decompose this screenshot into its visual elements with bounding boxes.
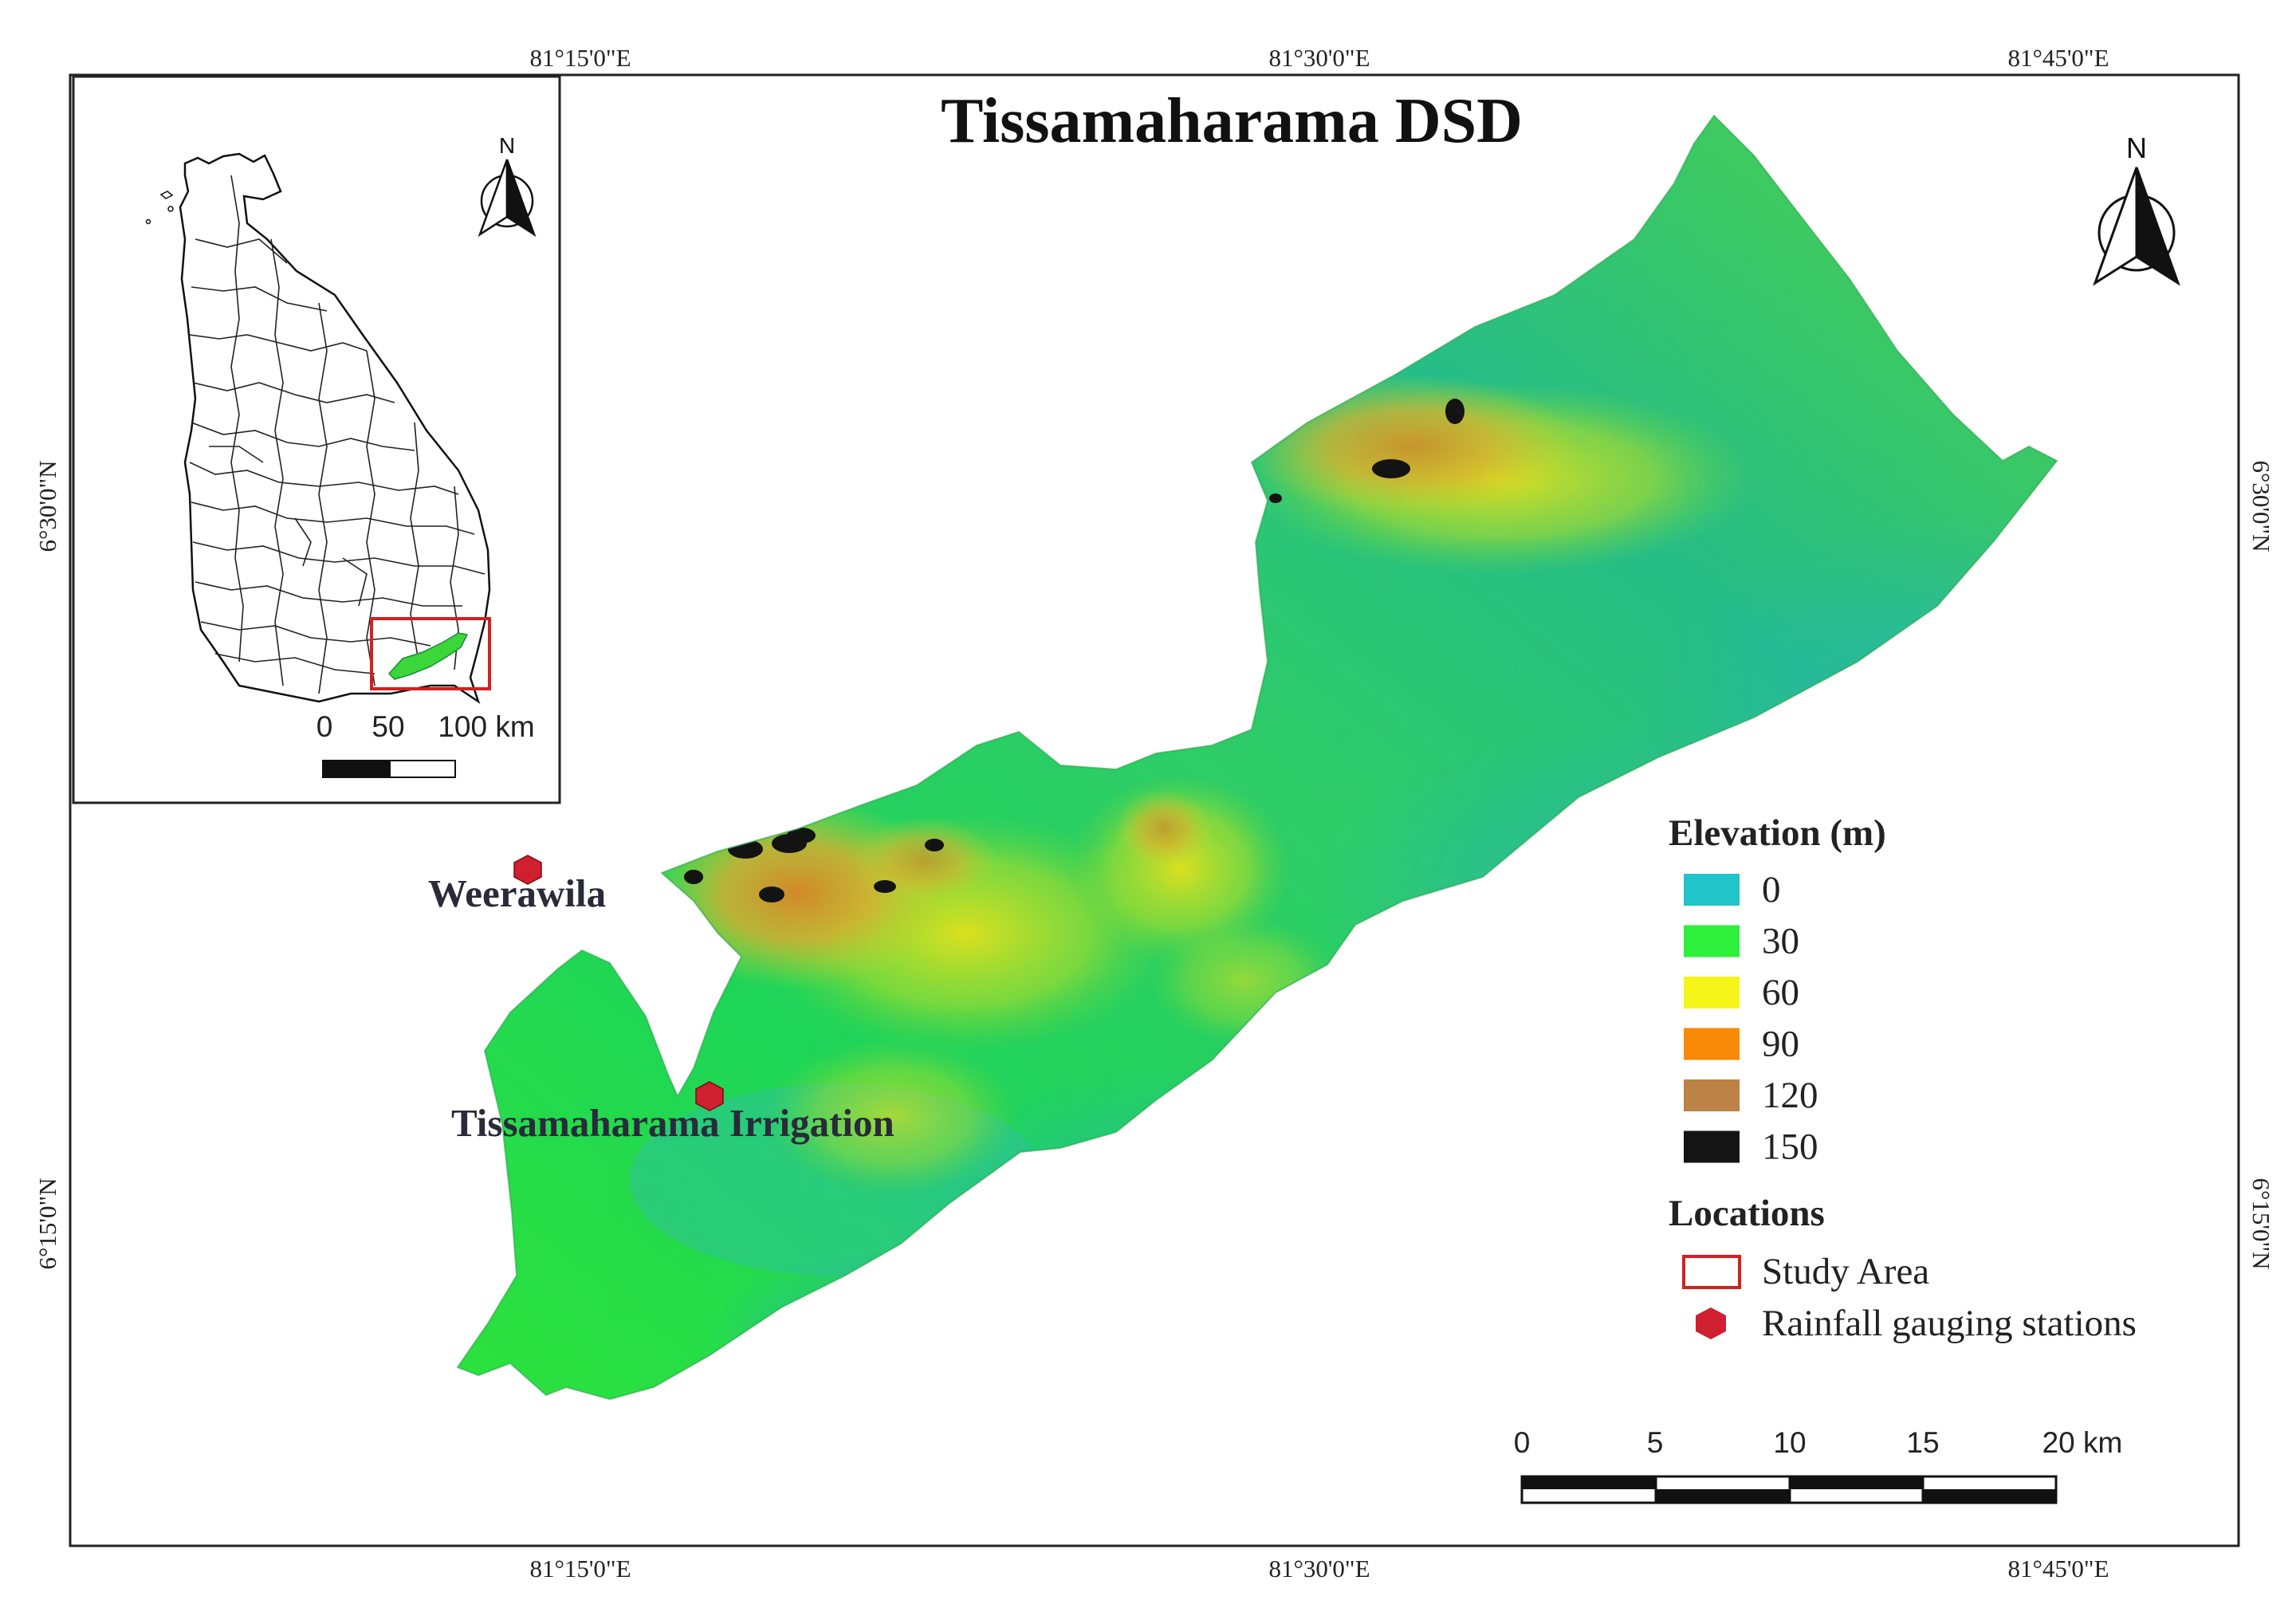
lon-label-top-2: 81°30'0"E [1268,44,1370,72]
elevation-label-0: 0 [1762,869,1781,910]
elevation-swatch-120 [1684,1079,1740,1111]
legend-locations-title: Locations [1669,1193,1825,1234]
legend-study-area-label: Study Area [1762,1251,1929,1292]
elevation-swatches: 0 30 60 90 120 150 [1684,869,1818,1168]
inset-study-area-shape [387,632,469,680]
lat-label-left-2: 6°15'0"N [33,1178,61,1269]
station-label-tissamaharama-irrigation: Tissamaharama Irrigation [451,1101,894,1145]
scale-label-5: 5 [1647,1426,1664,1459]
elevation-label-60: 60 [1762,972,1799,1013]
lon-label-bottom-2: 81°30'0"E [1268,1555,1370,1583]
elevation-class-60: 60 [1684,972,1799,1013]
graticule-bottom: 81°15'0"E 81°30'0"E 81°45'0"E [529,1555,2109,1583]
elevation-swatch-150 [1684,1130,1740,1163]
graticule-top: 81°15'0"E 81°30'0"E 81°45'0"E [529,44,2109,72]
inset-north-arrow-icon: N [478,133,537,238]
elevation-swatch-90 [1684,1028,1740,1060]
north-arrow-icon: N [2093,132,2180,286]
study-area-swatch [1682,1255,1741,1289]
inset-scale-label-100km: 100 km [438,710,534,743]
inset-scale-bar: 0 50 100 km [316,710,535,778]
elevation-class-90: 90 [1684,1024,1799,1065]
lat-label-right-2: 6°15'0"N [2247,1178,2275,1269]
station-label-weerawila: Weerawila [428,871,606,915]
lat-label-right-1: 6°30'0"N [2247,460,2275,552]
lon-label-top-1: 81°15'0"E [529,44,631,72]
peak-areas [684,399,1464,988]
legend-item-rainfall-stations: Rainfall gauging stations [1696,1303,2137,1344]
station-marker [695,1081,724,1111]
elevation-swatch-0 [1684,874,1740,906]
elevation-class-120: 120 [1684,1075,1818,1116]
sri-lanka-outline [145,152,491,705]
scale-label-15: 15 [1906,1426,1939,1459]
legend-item-study-area: Study Area [1682,1251,1929,1292]
map-title: Tissamaharama DSD [941,86,1523,156]
station-tissamaharama-irrigation[interactable]: Tissamaharama Irrigation [451,1081,894,1145]
inset-north-arrow-label: N [499,133,515,158]
legend: Elevation (m) 0 30 60 90 120 150 Locations St… [1669,812,2137,1344]
scale-bar-labels: 0 5 10 15 20 km [1514,1426,2123,1459]
legend-rainfall-stations-label: Rainfall gauging stations [1762,1303,2137,1344]
elevation-swatch-60 [1684,977,1740,1008]
inset-scale-label-50: 50 [372,710,404,743]
lon-label-bottom-3: 81°45'0"E [2007,1555,2109,1583]
graticule-left: 6°30'0"N 6°15'0"N [33,460,61,1269]
scale-label-20km: 20 km [2042,1426,2123,1459]
elevation-label-30: 30 [1762,921,1799,962]
lon-label-bottom-1: 81°15'0"E [529,1555,631,1583]
station-weerawila[interactable]: Weerawila [428,855,606,915]
elevation-label-90: 90 [1762,1024,1799,1065]
graticule-right: 6°30'0"N 6°15'0"N [2247,460,2275,1269]
scale-label-10: 10 [1773,1426,1806,1459]
elevation-swatch-30 [1684,925,1740,957]
inset-scale-label-0: 0 [316,710,333,743]
scale-bar: 0 5 10 15 20 km [1514,1426,2123,1504]
elevation-class-150: 150 [1684,1126,1818,1168]
scale-label-0: 0 [1514,1426,1531,1459]
station-marker [513,855,542,885]
elevation-label-150: 150 [1762,1126,1818,1168]
ds-boundaries [189,175,486,694]
inset-study-area-box [370,617,491,690]
elevation-label-120: 120 [1762,1075,1818,1116]
elevation-class-0: 0 [1684,869,1781,910]
elevation-class-30: 30 [1684,921,1799,962]
rainfall-station-swatch [1696,1307,1726,1339]
inset-map: N 0 50 100 km [72,75,561,804]
lon-label-top-3: 81°45'0"E [2007,44,2109,72]
scale-bar-segments [1520,1475,2058,1504]
north-arrow-label: N [2126,132,2147,164]
legend-elevation-title: Elevation (m) [1669,812,1886,854]
lat-label-left-1: 6°30'0"N [33,460,61,552]
dsd-boundary [456,114,2058,1401]
